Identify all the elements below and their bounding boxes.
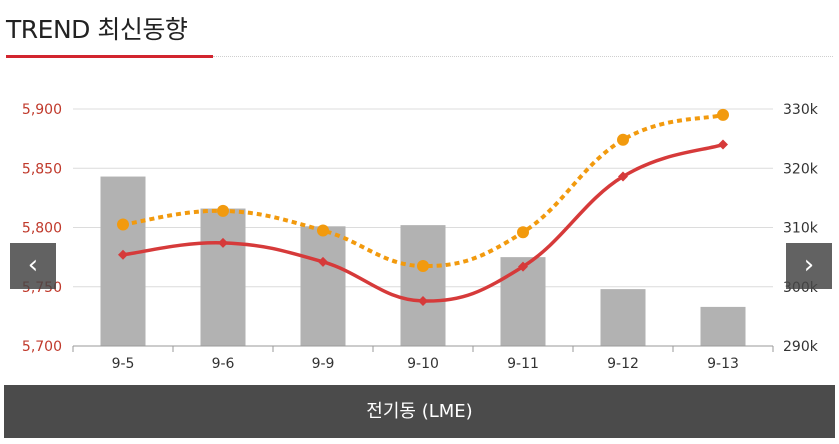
bar xyxy=(500,257,546,346)
title-underline xyxy=(6,55,213,58)
x-tick-label: 9-5 xyxy=(112,356,135,370)
line-point-diamond xyxy=(518,261,528,272)
bar xyxy=(100,176,146,346)
line-point-diamond xyxy=(618,171,628,182)
left-tick-label: 5,800 xyxy=(22,221,62,237)
line-point-diamond xyxy=(218,237,228,248)
right-tick-label: 290k xyxy=(783,339,819,355)
bar xyxy=(700,306,746,346)
left-tick-label: 5,850 xyxy=(22,161,62,177)
right-tick-label: 310k xyxy=(783,221,819,237)
right-tick-label: 330k xyxy=(783,102,819,118)
line-point-diamond xyxy=(118,249,128,260)
left-tick-label: 5,700 xyxy=(22,339,62,355)
line-point-circle xyxy=(317,224,329,237)
bar xyxy=(600,289,646,346)
chevron-right-icon[interactable]: › xyxy=(786,243,832,289)
line-point-diamond xyxy=(318,256,328,267)
x-tick-label: 9-6 xyxy=(212,356,235,370)
x-tick-label: 9-9 xyxy=(312,356,335,370)
page-title: TREND 최신동향 xyxy=(6,15,188,44)
line-point-diamond xyxy=(718,139,728,150)
bar xyxy=(200,208,246,346)
right-tick-label: 320k xyxy=(783,161,819,177)
line-point-circle xyxy=(517,226,529,239)
trend-chart: 5,7005,7505,8005,8505,900290k300k310k320… xyxy=(22,102,819,370)
x-tick-label: 9-13 xyxy=(707,356,739,370)
line-point-circle xyxy=(117,218,129,231)
line-point-circle xyxy=(217,204,229,217)
x-tick-label: 9-10 xyxy=(407,356,439,370)
bar xyxy=(400,225,446,346)
line-point-circle xyxy=(617,133,629,146)
chevron-left-icon[interactable]: ‹ xyxy=(10,243,56,289)
left-tick-label: 5,900 xyxy=(22,102,62,118)
footer-caption: 전기동 (LME) xyxy=(4,385,835,438)
title-divider xyxy=(213,56,833,57)
line-point-circle xyxy=(417,260,429,273)
line-point-diamond xyxy=(418,295,428,306)
header: TREND 최신동향 xyxy=(0,0,839,62)
bar xyxy=(300,226,346,346)
x-tick-label: 9-11 xyxy=(507,356,539,370)
x-tick-label: 9-12 xyxy=(607,356,639,370)
line-point-circle xyxy=(717,108,729,121)
